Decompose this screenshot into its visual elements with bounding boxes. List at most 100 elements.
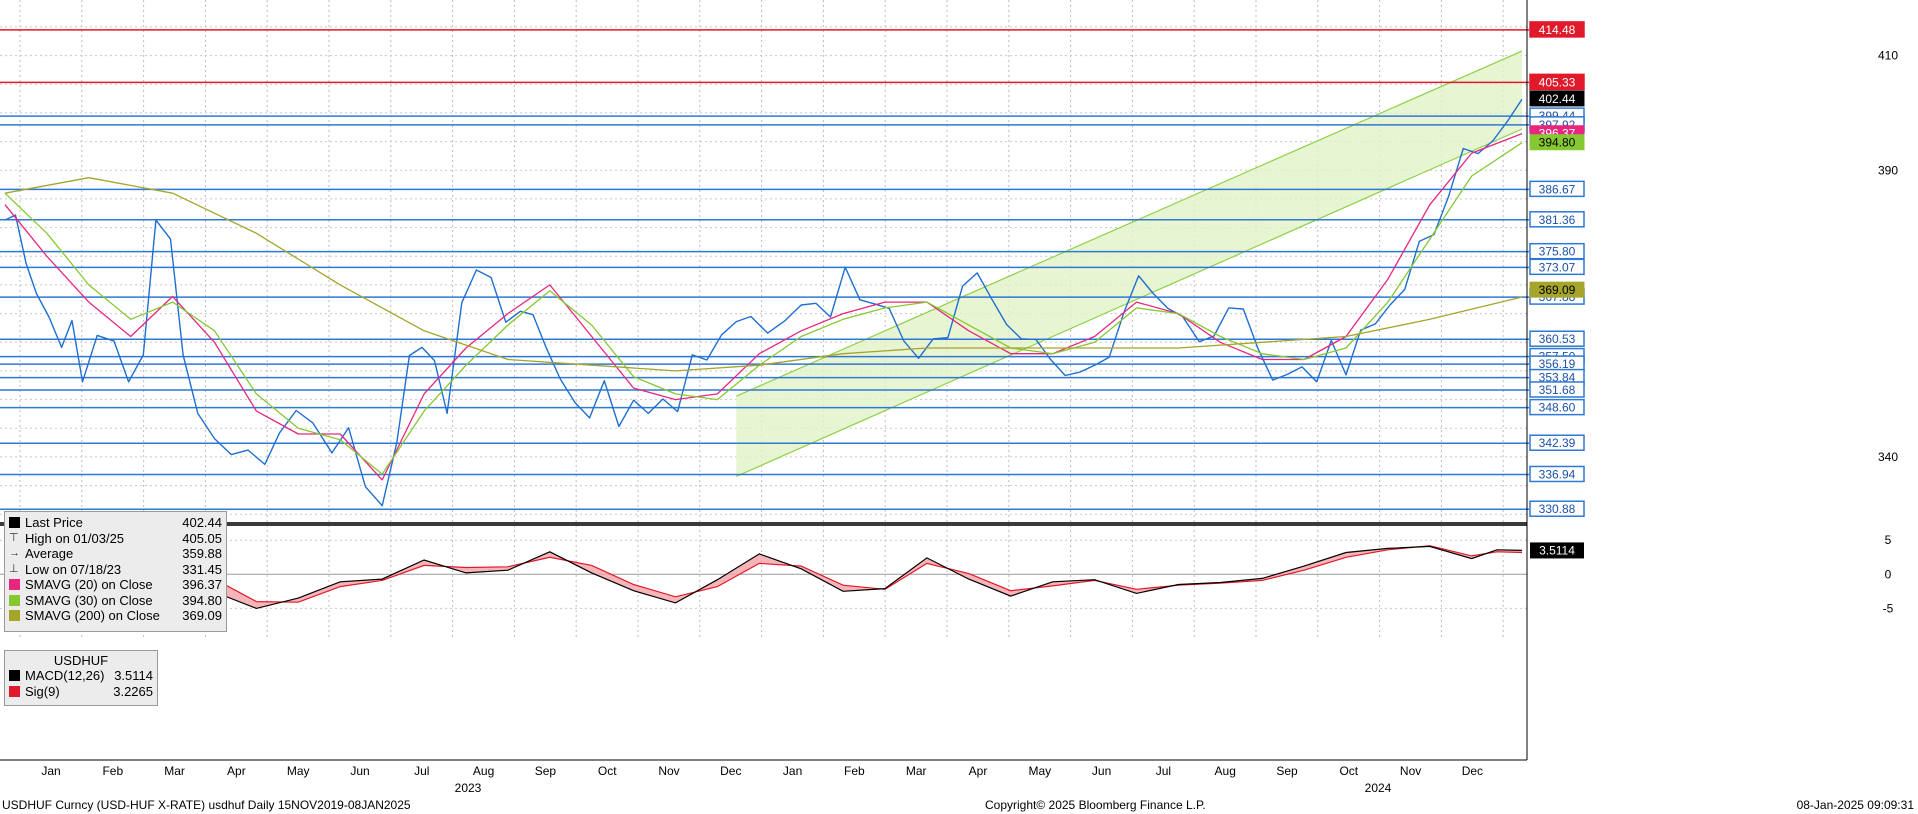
- month-label: Oct: [1339, 764, 1358, 778]
- legend-swatch: [9, 517, 20, 529]
- legend-value: 396.37: [182, 577, 222, 593]
- month-label: Apr: [227, 764, 246, 778]
- legend-row: MACD(12,26) 3.5114: [9, 668, 153, 684]
- month-label: Dec: [720, 764, 741, 778]
- series-smavg-20-on-close: [4, 132, 1523, 481]
- legend-swatch: [9, 670, 20, 682]
- level-label-box: [1529, 211, 1585, 228]
- macd-legend-title: USDHUF: [53, 653, 109, 668]
- value-label-box: [1529, 90, 1585, 107]
- month-label: Aug: [473, 764, 494, 778]
- month-label: Jun: [350, 764, 369, 778]
- value-label-box: [1529, 281, 1585, 298]
- macd-y-tick-label: 0: [1885, 567, 1892, 581]
- price-legend: Last Price 402.44 ⊤ High on 01/03/25 405.05 →…: [4, 511, 227, 632]
- month-label: Jul: [1156, 764, 1171, 778]
- y-tick-label: 410: [1878, 49, 1898, 63]
- value-label: 394.80: [1539, 136, 1576, 150]
- legend-label: SMAVG (200) on Close: [25, 608, 160, 624]
- level-label-box: [1529, 465, 1585, 483]
- year-label: 2024: [1365, 781, 1392, 795]
- legend-swatch: ⊥: [9, 562, 19, 575]
- y-tick-label: 390: [1878, 163, 1898, 177]
- horizontal-levels: [0, 29, 1529, 510]
- level-label-box: [1529, 398, 1585, 416]
- axes: 340390410-505414.48405.33399.44397.92386…: [0, 0, 1898, 795]
- month-label: Sep: [1276, 764, 1298, 778]
- pane-separator: [0, 522, 1527, 526]
- value-label-box: [1529, 134, 1585, 151]
- y-tick-label: 340: [1878, 450, 1898, 464]
- macd-difference-fill: [5, 545, 1522, 611]
- legend-label: SMAVG (20) on Close: [25, 577, 153, 593]
- legend-swatch: →: [9, 547, 20, 560]
- month-label: Feb: [102, 764, 123, 778]
- month-label: May: [287, 764, 310, 778]
- month-label: Mar: [164, 764, 185, 778]
- month-label: Sep: [535, 764, 557, 778]
- level-label: 342.39: [1539, 436, 1576, 450]
- legend-value: 3.2265: [113, 683, 153, 699]
- month-label: Mar: [906, 764, 927, 778]
- level-label: 336.94: [1539, 467, 1576, 481]
- legend-row: SMAVG (20) on Close 396.37: [9, 577, 222, 593]
- macd-panel: [0, 522, 1527, 612]
- legend-label: Last Price: [25, 515, 83, 531]
- level-label-box: [1529, 434, 1585, 451]
- level-label: 373.07: [1539, 260, 1576, 274]
- legend-row: Last Price 402.44: [9, 515, 222, 531]
- month-label: Aug: [1215, 764, 1236, 778]
- level-label-box: [1529, 180, 1585, 198]
- month-label: Jan: [41, 764, 60, 778]
- level-label: 360.53: [1539, 332, 1576, 346]
- month-label: May: [1028, 764, 1051, 778]
- legend-row: SMAVG (30) on Close 394.80: [9, 593, 222, 609]
- level-label-box: [1529, 21, 1585, 38]
- footer: USDHUF Curncy (USD-HUF X-RATE) usdhuf Da…: [0, 796, 1918, 814]
- channel-fill: [736, 51, 1522, 477]
- month-label: Nov: [1400, 764, 1421, 778]
- level-label: 330.88: [1539, 502, 1576, 516]
- legend-value: 369.09: [182, 608, 222, 624]
- series-last-price: [4, 98, 1523, 507]
- legend-value: 405.05: [182, 530, 222, 546]
- level-label: 356.19: [1539, 357, 1576, 371]
- legend-value: 394.80: [182, 592, 222, 608]
- legend-label: High on 01/03/25: [25, 530, 125, 546]
- legend-swatch: ⊤: [9, 531, 19, 544]
- month-label: Jul: [414, 764, 429, 778]
- month-label: Dec: [1462, 764, 1483, 778]
- legend-label: SMAVG (30) on Close: [25, 592, 153, 608]
- level-label-box: [1529, 381, 1585, 398]
- macd-legend: USDHUF MACD(12,26) 3.5114 Sig(9) 3.2265: [4, 650, 158, 706]
- macd-line: [4, 545, 1523, 612]
- month-label: Nov: [658, 764, 679, 778]
- level-label-box: [1529, 73, 1585, 91]
- series-lines: [4, 98, 1523, 507]
- level-label: 405.33: [1539, 75, 1576, 89]
- legend-swatch: [9, 610, 20, 622]
- year-label: 2023: [455, 781, 482, 795]
- trend-channel: [736, 50, 1523, 477]
- legend-row: → Average 359.88: [9, 546, 222, 562]
- legend-row: ⊤ High on 01/03/25 405.05: [9, 531, 222, 547]
- footer-timestamp: 08-Jan-2025 09:09:31: [1796, 798, 1914, 812]
- price-chart: 340390410-505414.48405.33399.44397.92386…: [0, 0, 1898, 795]
- level-label: 381.36: [1539, 213, 1576, 227]
- signal-line: [4, 545, 1523, 610]
- channel-upper-line: [736, 50, 1523, 397]
- legend-row: Sig(9) 3.2265: [9, 684, 153, 700]
- legend-row: SMAVG (200) on Close 369.09: [9, 608, 222, 624]
- month-label: Jun: [1092, 764, 1111, 778]
- footer-security-info: USDHUF Curncy (USD-HUF X-RATE) usdhuf Da…: [2, 798, 411, 812]
- legend-label: Sig(9): [25, 683, 60, 699]
- legend-value: 3.5114: [114, 668, 153, 684]
- legend-swatch: [9, 579, 20, 591]
- grid: [0, 0, 1527, 640]
- series-smavg-200-on-close: [4, 177, 1523, 372]
- legend-swatch: [9, 594, 20, 606]
- level-label: 353.84: [1539, 371, 1576, 385]
- channel-lower-line: [736, 128, 1523, 477]
- legend-value: 359.88: [182, 546, 222, 562]
- legend-swatch: [9, 685, 20, 697]
